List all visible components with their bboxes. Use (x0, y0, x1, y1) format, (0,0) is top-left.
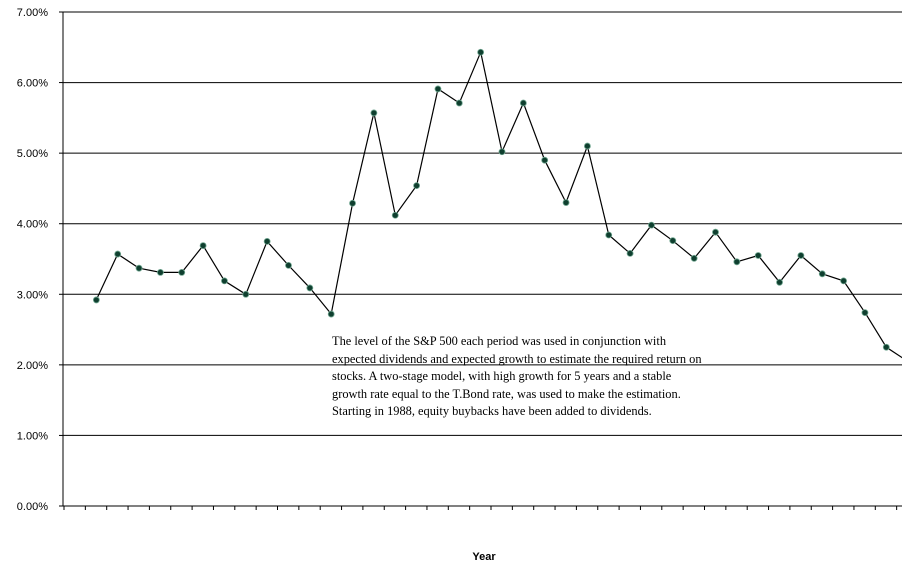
data-point (541, 156, 549, 164)
annotation-line: stocks. A two-stage model, with high gro… (332, 369, 672, 383)
data-point (840, 277, 847, 285)
data-point (797, 252, 805, 259)
data-point (562, 199, 570, 206)
data-point (327, 310, 335, 318)
annotation-textbox: The level of the S&P 500 each period was… (332, 333, 750, 421)
y-tick-labels: 0.00% 1.00% 2.00% 3.00% 4.00% 5.00% 6.00% 7.00% (17, 7, 48, 513)
annotation-line: The level of the S&P 500 each period was… (332, 334, 667, 348)
data-point (626, 249, 634, 257)
series-line-layer (95, 50, 902, 359)
y-tick-label: 1.00% (17, 430, 48, 442)
axes (59, 11, 902, 510)
data-point (221, 277, 228, 285)
data-point (135, 264, 143, 272)
annotation-line: growth rate equal to the T.Bond rate, wa… (332, 386, 681, 401)
data-point (882, 343, 890, 351)
data-point (92, 296, 100, 304)
data-point (349, 199, 356, 207)
data-point (477, 48, 485, 56)
data-point (818, 270, 826, 278)
data-point (413, 182, 421, 190)
annotation-line: Starting in 1988, equity buybacks have b… (332, 404, 652, 418)
data-point (605, 231, 613, 239)
data-point (584, 142, 591, 150)
y-tick-label: 6.00% (17, 78, 48, 90)
data-point (754, 252, 762, 259)
data-point (690, 254, 698, 262)
y-tick-label: 3.00% (17, 289, 48, 301)
x-axis-title: Year (472, 551, 496, 563)
y-tick-label: 5.00% (17, 148, 48, 160)
y-tick-label: 7.00% (17, 7, 48, 19)
data-point (306, 284, 314, 292)
data-point (519, 99, 527, 107)
data-point (178, 269, 186, 276)
data-point (199, 242, 207, 249)
data-point (648, 221, 655, 229)
gridlines (63, 11, 902, 436)
data-point (776, 278, 783, 286)
series-line (95, 50, 902, 359)
data-point (861, 309, 869, 317)
data-point (370, 109, 378, 117)
data-point (114, 250, 122, 258)
data-point (498, 148, 506, 156)
data-point (712, 228, 719, 236)
data-points (92, 48, 890, 351)
y-tick-label: 2.00% (17, 360, 48, 372)
y-tick-label: 4.00% (17, 219, 48, 231)
data-point (455, 99, 463, 107)
data-point (242, 290, 250, 298)
data-point (434, 85, 442, 93)
annotation-line: expected dividends and expected growth t… (332, 351, 702, 366)
data-point (285, 261, 292, 269)
data-point (263, 237, 271, 245)
data-point (391, 211, 399, 219)
data-point (156, 269, 164, 276)
data-point (669, 237, 677, 245)
y-tick-label: 0.00% (17, 501, 48, 513)
data-point (733, 258, 741, 266)
